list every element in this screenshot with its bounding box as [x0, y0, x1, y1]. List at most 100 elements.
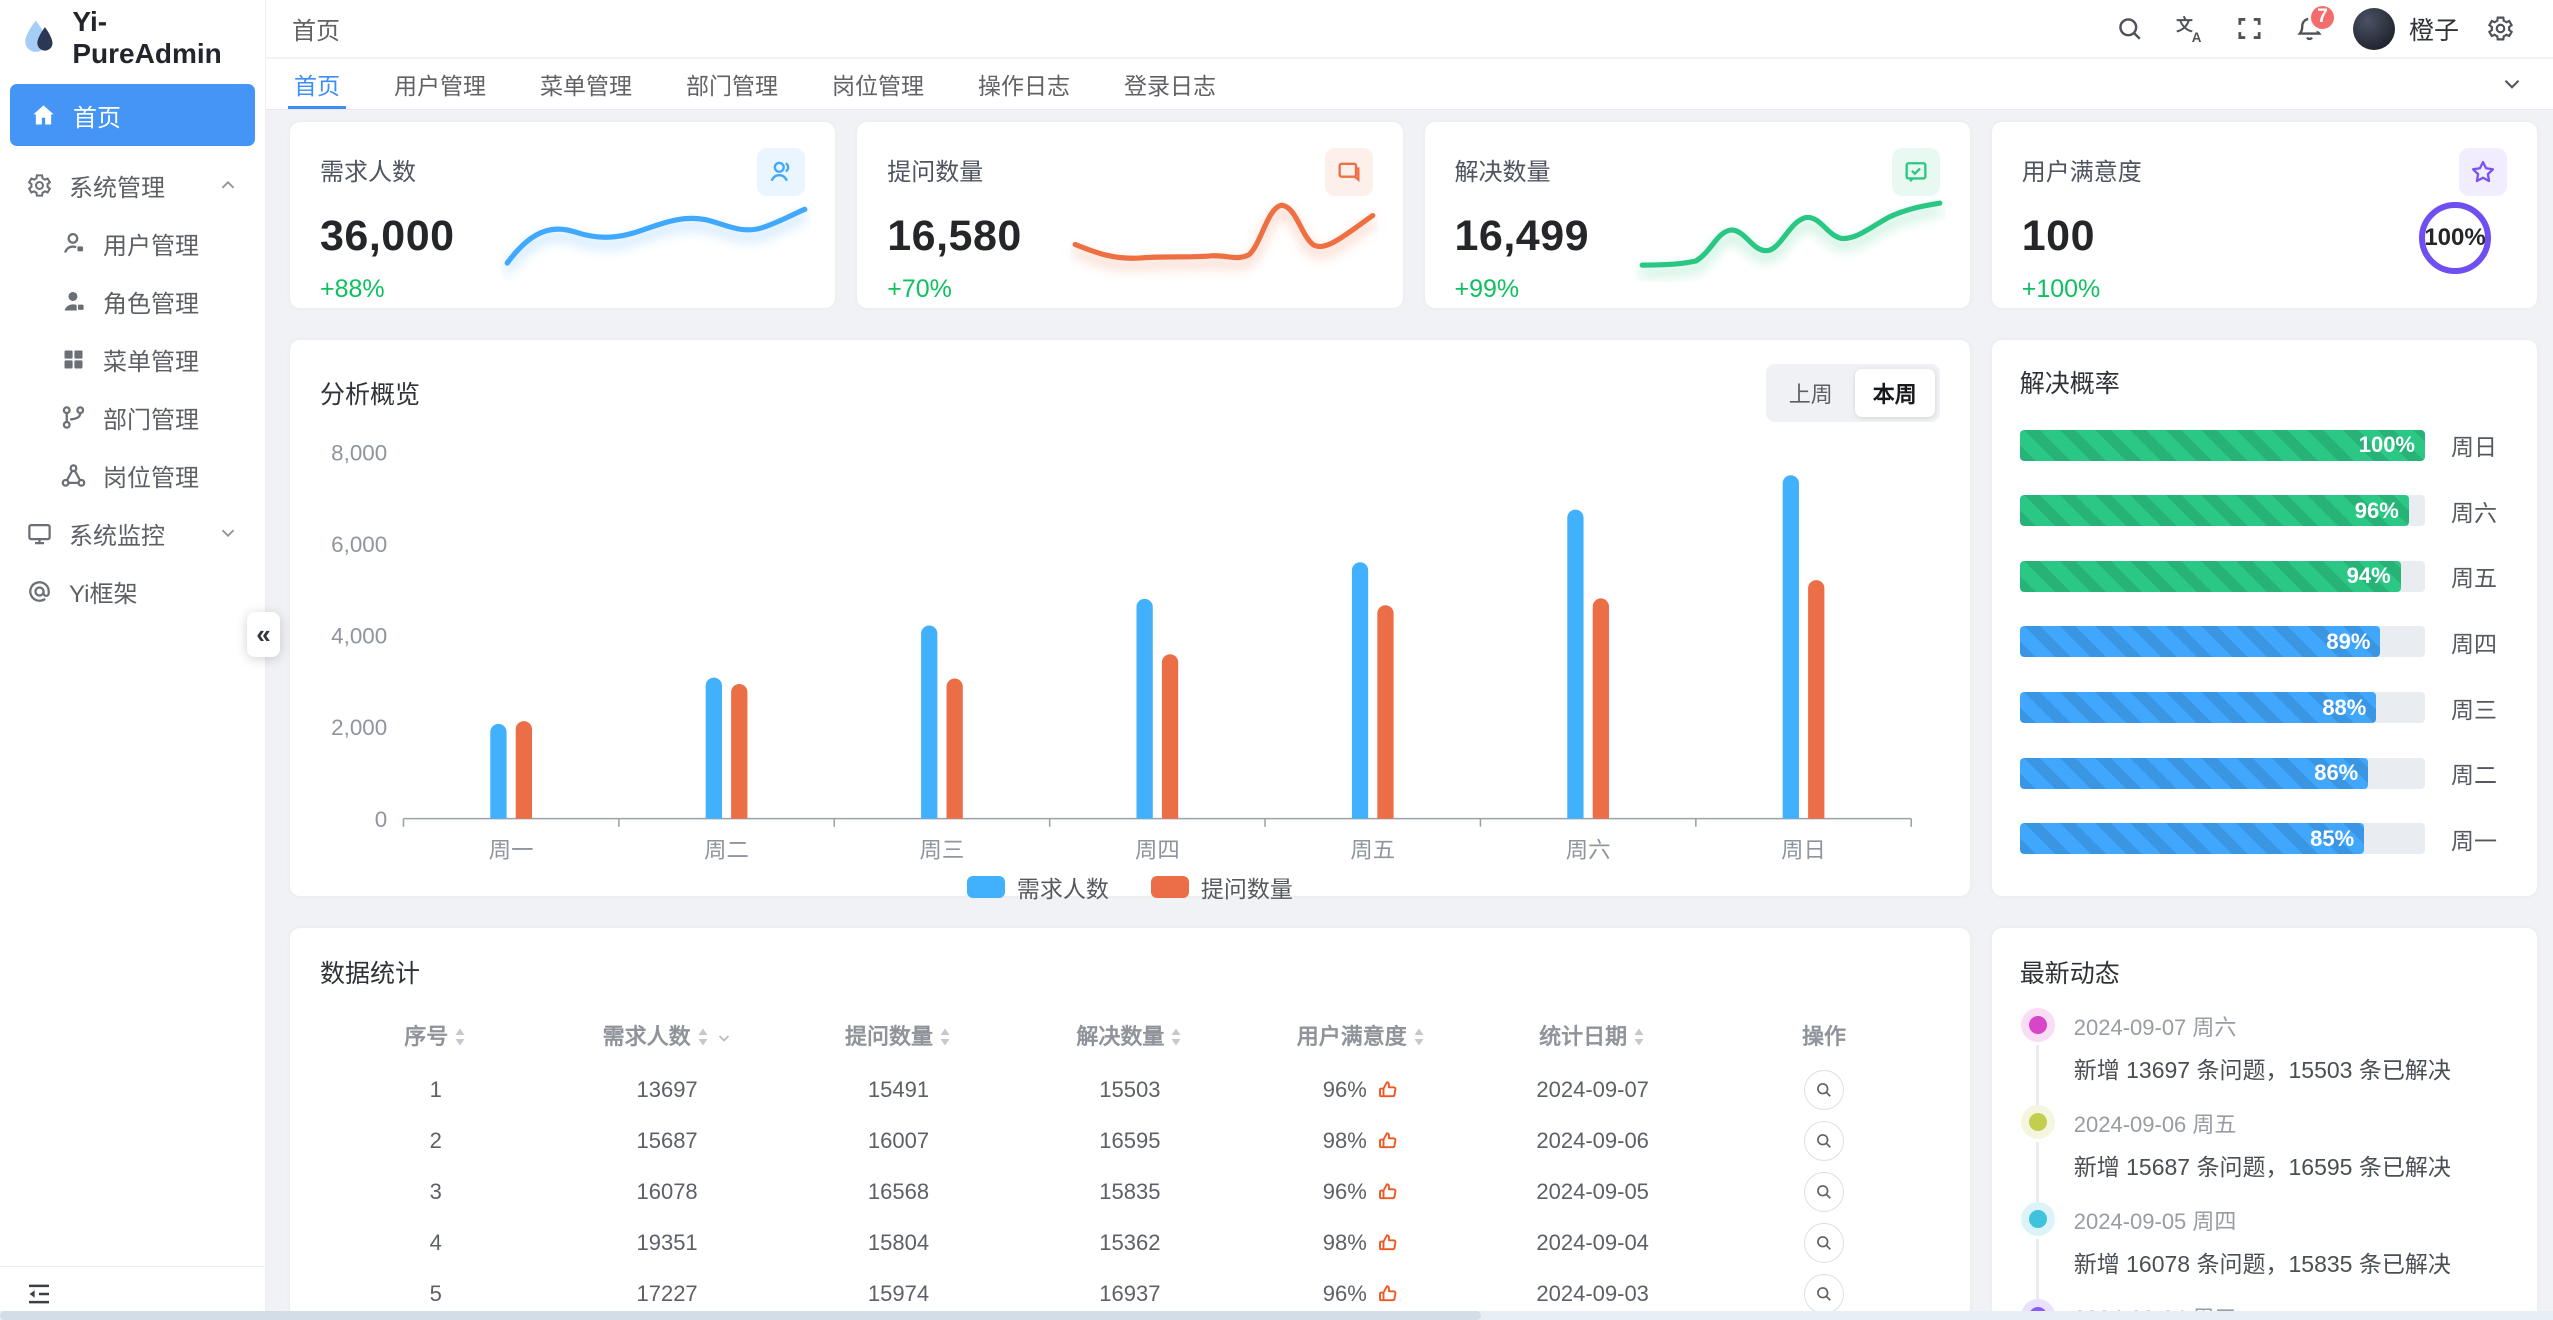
sidebar-item-post-management[interactable]: 岗位管理	[0, 446, 265, 504]
sort-caret-icon	[453, 1026, 467, 1048]
stat-card-title: 用户满意度	[2021, 159, 2142, 186]
sidebar-item-system-monitor[interactable]: 系统监控	[0, 504, 265, 562]
search-icon[interactable]	[2103, 2, 2157, 56]
view-detail-button[interactable]	[1804, 1273, 1845, 1314]
tab-home[interactable]: 首页	[288, 59, 346, 109]
role-icon	[60, 288, 87, 315]
timeline-item: 2024-09-05 周四 新增 16078 条问题，15835 条已解决	[2020, 1202, 2509, 1299]
tabs-menu-chevron-down-icon[interactable]	[2499, 59, 2525, 109]
column-header-date[interactable]: 统计日期	[1477, 1006, 1708, 1064]
stat-card-delta: +88%	[320, 275, 385, 303]
tab-login-log[interactable]: 登录日志	[1124, 73, 1216, 99]
timeline-item: 2024-09-07 周六 新增 13697 条问题，15503 条已解决	[2020, 1008, 2509, 1105]
sidebar-item-role-management[interactable]: 角色管理	[0, 272, 265, 330]
sidebar-item-label: 角色管理	[103, 290, 199, 318]
view-detail-button[interactable]	[1804, 1222, 1845, 1263]
column-header-satisfaction[interactable]: 用户满意度	[1246, 1006, 1477, 1064]
legend-item[interactable]: 需求人数	[966, 870, 1109, 904]
notification-badge: 7	[2307, 2, 2337, 32]
progress-value: 86%	[2314, 760, 2359, 786]
sidebar-collapse-button[interactable]: «	[247, 612, 280, 657]
sidebar-item-label: 用户管理	[103, 232, 199, 260]
settings-icon[interactable]	[2473, 2, 2527, 56]
view-detail-button[interactable]	[1804, 1171, 1845, 1212]
stat-card-title: 提问数量	[887, 159, 984, 186]
legend-item[interactable]: 提问数量	[1150, 870, 1293, 904]
user-avatar[interactable]	[2352, 7, 2395, 50]
sort-caret-icon	[938, 1026, 952, 1048]
bell-icon[interactable]: 7	[2283, 2, 2337, 56]
stat-card-satisfaction: 用户满意度 100 +100% 100%	[1991, 122, 2537, 308]
username[interactable]: 橙子	[2408, 16, 2459, 45]
solve-probability-card: 解决概率 100% 周日 96% 周六 94% 周五 89% 周四 88%	[1991, 340, 2537, 896]
timeline-text: 新增 13697 条问题，15503 条已解决	[2073, 1057, 2451, 1083]
cell-satisfaction: 98%	[1246, 1115, 1477, 1166]
progress-value: 88%	[2322, 694, 2367, 720]
progress-fill: 85%	[2019, 823, 2365, 855]
progress-day-label: 周二	[2451, 762, 2497, 789]
sidebar-item-yi-framework[interactable]: Yi框架	[0, 562, 265, 620]
svg-text:2,000: 2,000	[331, 715, 387, 740]
menu-fold-icon[interactable]	[24, 1279, 54, 1309]
progress-fill: 89%	[2019, 626, 2381, 658]
progress-fill: 94%	[2019, 560, 2401, 592]
table-row: 1 13697 15491 15503 96% 2024-09-07	[320, 1064, 1940, 1115]
view-detail-button[interactable]	[1804, 1120, 1845, 1161]
logo-drop-icon	[20, 17, 59, 59]
sidebar-item-system-management[interactable]: 系统管理	[0, 156, 265, 214]
progress-fill: 86%	[2019, 757, 2369, 789]
column-header-solved[interactable]: 解决数量	[1014, 1006, 1245, 1064]
cell-demand: 19351	[636, 1229, 698, 1255]
tab-user-management[interactable]: 用户管理	[394, 73, 486, 99]
cell-questions: 16568	[867, 1178, 930, 1204]
timeline-date: 2024-09-05 周四	[2073, 1209, 2237, 1234]
post-nodes-icon	[60, 462, 87, 489]
stat-card-question-count: 提问数量 16,580 +70%	[857, 122, 1403, 308]
satisfaction-ring: 100%	[2419, 202, 2491, 274]
chevron-up-icon	[217, 174, 239, 196]
toggle-this-week[interactable]: 本周	[1854, 369, 1935, 417]
app-logo[interactable]: Yi-PureAdmin	[0, 0, 265, 76]
cell-solved: 16595	[1099, 1127, 1161, 1153]
tab-menu-management[interactable]: 菜单管理	[540, 73, 632, 99]
sparkline	[1072, 202, 1375, 261]
tab-department-management[interactable]: 部门管理	[686, 73, 778, 99]
cell-date: 2024-09-06	[1536, 1127, 1649, 1153]
svg-text:周一: 周一	[489, 837, 534, 862]
cell-satisfaction: 96%	[1246, 1268, 1477, 1319]
sidebar-item-menu-management[interactable]: 菜单管理	[0, 330, 265, 388]
legend-swatch	[1150, 875, 1189, 898]
tab-post-management[interactable]: 岗位管理	[832, 73, 924, 99]
view-detail-button[interactable]	[1804, 1069, 1845, 1110]
progress-track: 86%	[2019, 757, 2425, 789]
sidebar-item-label: 菜单管理	[103, 348, 199, 376]
progress-day-label: 周一	[2451, 827, 2497, 854]
stat-card-solved-count: 解决数量 16,499 +99%	[1424, 122, 1970, 308]
cell-date: 2024-09-07	[1536, 1076, 1649, 1102]
table-row: 5 17227 15974 16937 96% 2024-09-03	[320, 1268, 1940, 1319]
solve-probability-bars: 100% 周日 96% 周六 94% 周五 89% 周四 88% 周三 86%	[2019, 428, 2509, 872]
fullscreen-icon[interactable]	[2223, 2, 2277, 56]
timeline-text: 新增 16078 条问题，15835 条已解决	[2073, 1251, 2451, 1277]
tab-operation-log[interactable]: 操作日志	[978, 73, 1070, 99]
sidebar-item-user-management[interactable]: 用户管理	[0, 214, 265, 272]
table-row: 4 19351 15804 15362 98% 2024-09-04	[320, 1217, 1940, 1268]
column-header-index[interactable]: 序号	[320, 1006, 551, 1064]
sidebar-item-home[interactable]: 首页	[10, 84, 255, 146]
svg-text:0: 0	[375, 807, 387, 832]
sidebar-item-department-management[interactable]: 部门管理	[0, 388, 265, 446]
cell-questions: 15974	[867, 1280, 930, 1306]
main-content: 需求人数 36,000 +88% 提问数量 16,580 +70% 解决数量	[266, 110, 2553, 1320]
progress-track: 85%	[2019, 823, 2425, 855]
department-branch-icon	[60, 404, 87, 431]
column-header-questions[interactable]: 提问数量	[783, 1006, 1014, 1064]
progress-fill: 100%	[2019, 429, 2425, 461]
progress-track: 100%	[2019, 429, 2425, 461]
horizontal-scrollbar[interactable]	[0, 1311, 2553, 1320]
column-header-demand[interactable]: 需求人数	[551, 1006, 782, 1064]
home-icon	[30, 102, 57, 129]
progress-fill: 96%	[2019, 495, 2409, 527]
toggle-last-week[interactable]: 上周	[1788, 382, 1833, 407]
sort-caret-icon	[1632, 1026, 1646, 1048]
